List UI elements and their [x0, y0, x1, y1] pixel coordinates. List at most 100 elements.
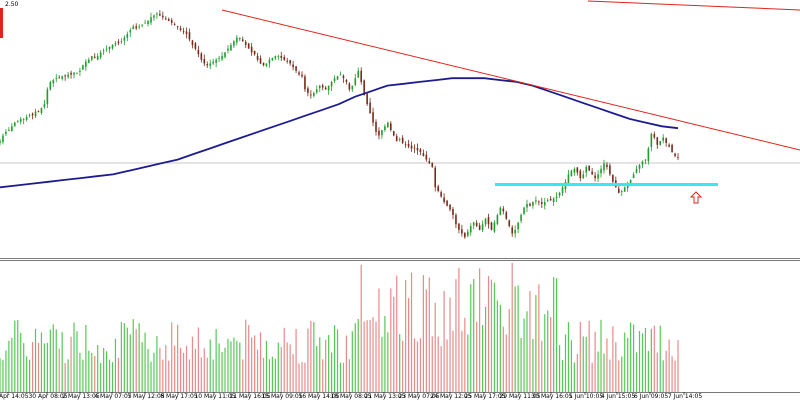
volume-bar: [434, 302, 436, 392]
candle: [64, 75, 66, 77]
volume-bar: [603, 353, 605, 392]
candle: [99, 52, 102, 58]
volume-bar: [665, 350, 667, 392]
x-tick-label: 30 May 16:05: [531, 393, 572, 400]
volume-bar: [630, 322, 632, 392]
candle: [389, 123, 392, 130]
candle: [626, 185, 629, 189]
candle: [623, 187, 626, 192]
volume-bar: [381, 336, 383, 392]
candle: [647, 148, 650, 161]
volume-bar: [496, 300, 498, 392]
volume-bar: [354, 323, 356, 392]
candle: [76, 72, 78, 74]
volume-bar: [668, 339, 670, 392]
volume-bar: [517, 285, 519, 392]
volume-bar: [476, 321, 478, 392]
x-tick-label: 30 Apr 08:05: [28, 393, 67, 400]
candle: [395, 136, 398, 142]
candle: [549, 198, 552, 201]
volume-bar: [452, 330, 454, 392]
candle: [73, 72, 75, 75]
volume-bar: [177, 324, 179, 392]
volume-bar: [502, 326, 504, 392]
volume-bar: [17, 319, 19, 392]
candle: [88, 59, 90, 63]
candle: [481, 224, 484, 231]
candle: [70, 72, 72, 75]
volume-bar: [402, 340, 404, 392]
candle: [351, 85, 354, 90]
candle: [253, 50, 256, 55]
volume-bar: [242, 359, 244, 392]
volume-bar: [328, 335, 330, 392]
up-arrow-icon: [689, 191, 703, 204]
volume-bar: [156, 336, 158, 392]
candle: [449, 204, 451, 210]
candle: [2, 135, 4, 143]
volume-bar: [322, 359, 324, 392]
volume-bar: [319, 337, 321, 392]
candle: [283, 57, 286, 60]
volume-bar: [342, 362, 345, 392]
moving-average-line: [0, 77, 679, 189]
candle: [61, 76, 63, 79]
price-marker: [0, 8, 3, 38]
volume-bar: [91, 352, 93, 392]
candle: [508, 220, 511, 227]
candle: [591, 171, 593, 175]
volume-bar: [49, 329, 51, 392]
volume-bar: [541, 340, 543, 392]
candle: [369, 102, 371, 114]
candle: [588, 165, 590, 171]
candle: [256, 55, 259, 60]
candle: [262, 62, 265, 66]
candle: [514, 229, 516, 234]
candle: [407, 143, 410, 147]
candle: [333, 78, 336, 82]
volume-bar: [455, 279, 457, 392]
x-tick-label: 18 May 08:05: [330, 393, 371, 400]
volume-bar: [307, 328, 309, 392]
volume-bar: [76, 331, 78, 392]
volume-bar: [40, 332, 43, 392]
candle: [653, 134, 656, 138]
volume-bar: [407, 297, 410, 392]
candle: [233, 41, 235, 46]
volume-bar: [384, 316, 386, 392]
candle: [558, 192, 561, 196]
candle: [277, 56, 280, 57]
candle: [523, 207, 525, 214]
candle: [203, 58, 206, 64]
volume-bar: [310, 321, 312, 392]
volume-bar: [621, 356, 623, 392]
volume-bar: [674, 360, 676, 392]
candle: [28, 115, 31, 117]
candle: [108, 46, 111, 50]
candle: [162, 15, 164, 18]
candle: [617, 188, 620, 193]
candle: [464, 232, 466, 238]
volume-bar: [316, 345, 318, 392]
volume-bar: [97, 345, 99, 392]
volume-bar: [123, 323, 125, 392]
candle: [555, 196, 558, 199]
candle: [52, 80, 55, 84]
volume-bar: [304, 362, 306, 392]
candle: [188, 32, 191, 40]
candle: [656, 137, 659, 145]
candle: [67, 74, 69, 77]
x-tick-label: 21 May 13:05: [364, 393, 405, 400]
candle: [517, 222, 519, 230]
candle: [117, 41, 120, 44]
volume-bar: [523, 318, 525, 392]
volume-bar: [547, 310, 549, 392]
volume-bar: [313, 322, 315, 392]
volume-bar: [117, 357, 120, 392]
candles-layer: [0, 10, 679, 239]
volume-bar: [34, 328, 37, 392]
volume-bar: [378, 288, 380, 392]
volume-bar: [138, 323, 140, 392]
x-tick-label: 16 May 14:05: [298, 393, 339, 400]
